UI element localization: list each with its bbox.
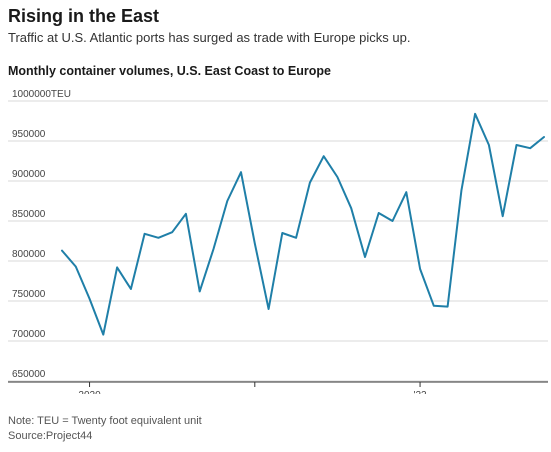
x-tick-label: 2020: [78, 390, 101, 394]
line-chart: 650000 700000 750000 800000 850000 900000 9500…: [8, 89, 548, 394]
y-tick-label: 750000: [12, 289, 46, 300]
x-axis: 2020 '22: [8, 381, 548, 394]
chart-footer: Note: TEU = Twenty foot equivalent unit …: [8, 414, 202, 444]
y-tick-label: 800000: [12, 249, 46, 260]
page-title: Rising in the East: [8, 6, 160, 26]
y-axis-labels: 650000 700000 750000 800000 850000 900000 9500…: [12, 89, 71, 380]
series-line: [61, 112, 545, 336]
y-tick-label: 650000: [12, 369, 46, 380]
chart-heading: Monthly container volumes, U.S. East Coa…: [8, 64, 331, 78]
y-tick-label: 700000: [12, 329, 46, 340]
y-tick-label: 850000: [12, 209, 46, 220]
y-tick-label: 900000: [12, 169, 46, 180]
y-tick-label: 1000000TEU: [12, 89, 71, 100]
grid-lines: [8, 100, 548, 382]
source-note: Source:Project44: [8, 430, 93, 442]
series-layer: [61, 112, 545, 336]
footnote: Note: TEU = Twenty foot equivalent unit: [8, 415, 202, 427]
page-subtitle: Traffic at U.S. Atlantic ports has surge…: [8, 30, 411, 45]
y-tick-label: 950000: [12, 129, 46, 140]
x-tick-label: '22: [414, 390, 427, 394]
